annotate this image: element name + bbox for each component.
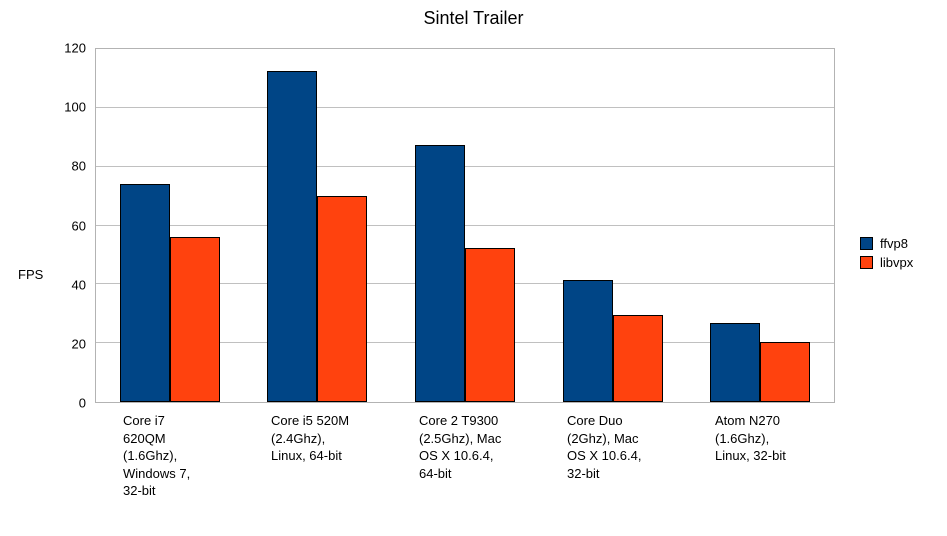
legend-swatch-ffvp8 — [860, 237, 873, 250]
legend-swatch-libvpx — [860, 256, 873, 269]
x-category-cell: Atom N270 (1.6Ghz), Linux, 32-bit — [687, 412, 835, 500]
bars-layer — [96, 49, 834, 402]
plot-area — [95, 48, 835, 403]
bar-libvpx — [760, 341, 811, 402]
y-tick-label: 80 — [71, 158, 86, 174]
legend-entry-ffvp8: ffvp8 — [860, 237, 913, 250]
legend-entry-libvpx: libvpx — [860, 256, 913, 269]
bar-group — [244, 49, 392, 402]
bar-libvpx — [612, 315, 663, 402]
y-tick-label: 20 — [71, 336, 86, 352]
bar-group — [96, 49, 244, 402]
x-category-label: Core i5 520M (2.4Ghz), Linux, 64-bit — [271, 413, 350, 464]
x-category-cell: Core 2 T9300 (2.5Ghz), Mac OS X 10.6.4, … — [391, 412, 539, 500]
legend-label-libvpx: libvpx — [880, 255, 914, 270]
bar-ffvp8 — [414, 144, 465, 402]
y-axis: 0 20 40 60 80 100 120 — [40, 42, 86, 410]
bar-ffvp8 — [710, 322, 761, 402]
bar-group — [539, 49, 687, 402]
x-axis-labels: Core i7 620QM (1.6Ghz), Windows 7, 32-bi… — [95, 412, 835, 500]
x-category-label: Core 2 T9300 (2.5Ghz), Mac OS X 10.6.4, … — [419, 413, 502, 481]
legend: ffvp8 libvpx — [860, 237, 913, 275]
bar-libvpx — [169, 237, 220, 402]
chart-title: Sintel Trailer — [423, 8, 524, 28]
bar-libvpx — [464, 247, 515, 402]
bar-ffvp8 — [267, 71, 318, 402]
bar-ffvp8 — [562, 279, 613, 402]
bar-group — [391, 49, 539, 402]
x-category-cell: Core i7 620QM (1.6Ghz), Windows 7, 32-bi… — [95, 412, 243, 500]
legend-label-ffvp8: ffvp8 — [880, 236, 908, 251]
y-tick-label: 40 — [71, 277, 86, 293]
bar-libvpx — [317, 196, 368, 402]
gridline — [96, 106, 834, 108]
bar-group — [686, 49, 834, 402]
bar-ffvp8 — [119, 184, 170, 402]
y-tick-label: 100 — [64, 99, 86, 115]
x-category-cell: Core i5 520M (2.4Ghz), Linux, 64-bit — [243, 412, 391, 500]
y-tick-label: 120 — [64, 40, 86, 56]
y-axis-title: FPS — [18, 267, 44, 282]
y-tick-label: 60 — [71, 218, 86, 233]
x-category-cell: Core Duo (2Ghz), Mac OS X 10.6.4, 32-bit — [539, 412, 687, 500]
x-category-label: Core i7 620QM (1.6Ghz), Windows 7, 32-bi… — [123, 413, 191, 499]
gridline — [96, 165, 834, 167]
gridline — [96, 224, 834, 226]
y-tick-label: 0 — [78, 395, 86, 411]
x-category-label: Atom N270 (1.6Ghz), Linux, 32-bit — [715, 413, 786, 464]
x-category-label: Core Duo (2Ghz), Mac OS X 10.6.4, 32-bit — [567, 413, 642, 481]
